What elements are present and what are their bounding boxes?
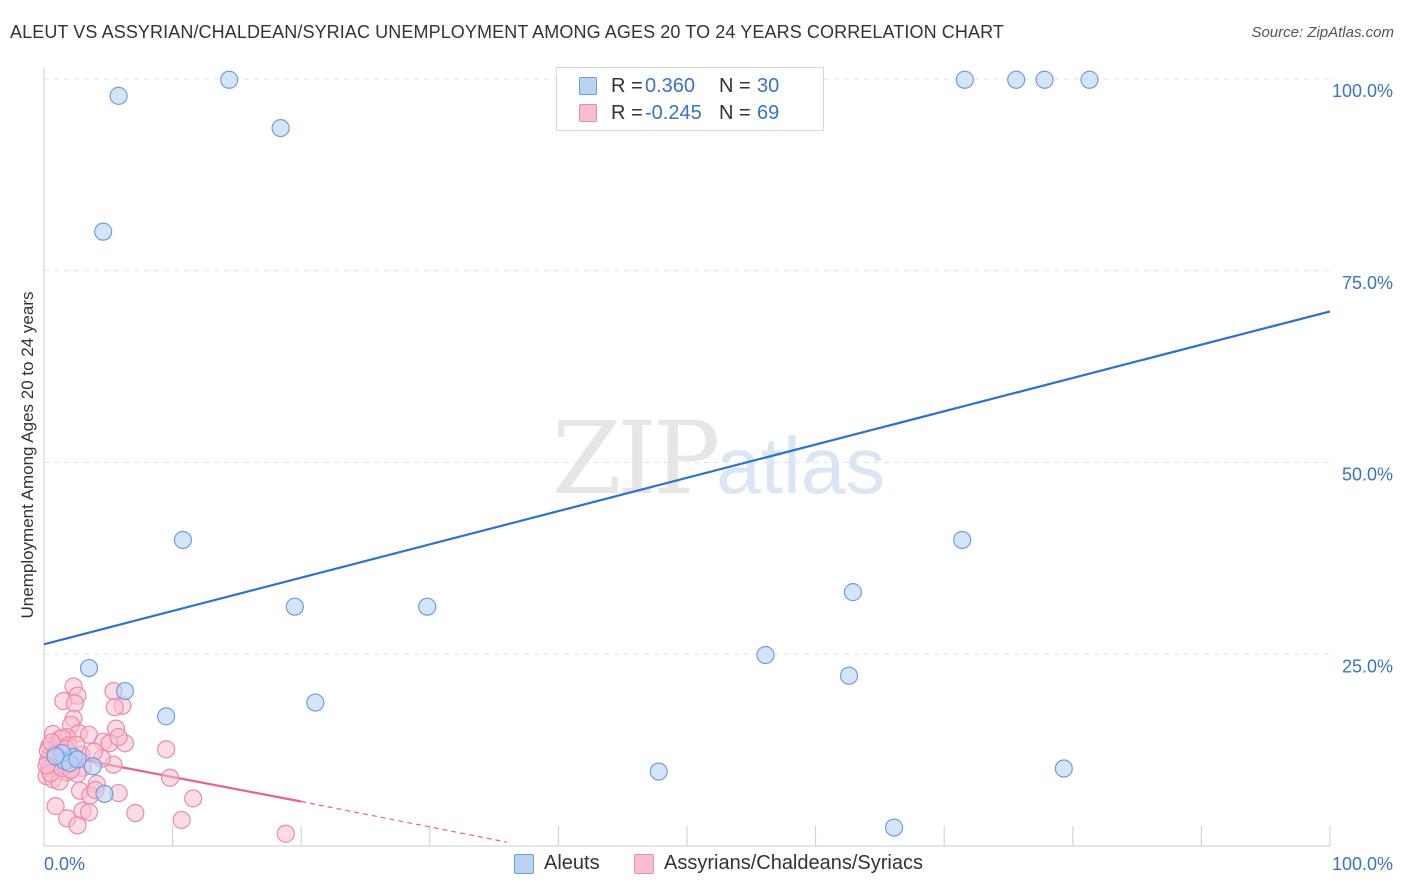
trend-line-aleuts [43,310,1331,646]
point-assyrians-41 [160,768,180,787]
y-axis-label: Unemployment Among Ages 20 to 24 years [18,291,37,619]
point-aleuts-1 [220,70,239,89]
point-aleuts-18 [157,707,176,726]
series-legend: Aleuts Assyrians/Chaldeans/Syriacs [0,852,1406,876]
n-label: N = [719,74,751,97]
point-aleuts-9 [953,530,972,550]
point-assyrians-49 [79,803,99,822]
assyrian-legend-swatch [634,853,654,874]
point-aleuts-17 [306,693,325,712]
legend-item-assyrians[interactable]: Assyrians/Chaldeans/Syriacs [634,852,923,875]
correlation-legend: R = 0.360 N = 30 R = -0.245 N = 69 [556,67,824,131]
point-aleuts-29 [46,747,65,766]
r-value: 0.360 [645,74,696,97]
y-tick-label-3: 100.0% [1332,81,1393,101]
aleut-legend-swatch [514,853,534,874]
assyrian-swatch [579,104,597,122]
point-aleuts-19 [649,762,668,781]
r-label: R = [611,101,643,124]
trend-line-assyrians-extension [301,800,508,843]
chart-title: ALEUT VS ASSYRIAN/CHALDEAN/SYRIAC UNEMPL… [10,22,1004,42]
point-aleuts-21 [884,818,904,837]
y-tick-label-1: 50.0% [1342,465,1393,485]
source-label[interactable]: Source: ZipAtlas.com [1251,24,1394,41]
legend-row-aleuts: R = 0.360 N = 30 [579,72,779,100]
legend-row-assyrians: R = -0.245 N = 69 [579,99,779,127]
y-tick-label-0: 25.0% [1342,656,1393,676]
point-assyrians-19 [157,740,176,759]
n-value: 69 [757,101,780,124]
point-assyrians-52 [68,816,87,835]
aleut-swatch [579,77,597,95]
x-tick-label-0: 0.0% [44,854,85,874]
point-aleuts-8 [173,530,192,550]
point-assyrians-50 [126,803,145,823]
trend-lines [43,310,1331,843]
point-aleuts-3 [94,222,113,241]
point-aleuts-13 [756,645,775,665]
legend-label-assyrians: Assyrians/Chaldeans/Syriacs [664,852,923,874]
legend-item-aleuts[interactable]: Aleuts [514,852,600,875]
point-aleuts-11 [418,597,437,616]
r-value: -0.245 [645,101,702,124]
watermark: ZIPatlas [552,400,885,517]
n-value: 30 [757,74,780,97]
point-aleuts-6 [1035,70,1054,89]
point-assyrians-53 [172,810,191,830]
point-aleuts-12 [843,583,862,602]
point-assyrians-47 [46,797,65,816]
n-label: N = [719,101,751,124]
tick-labels: 25.0% 50.0% 75.0% 100.0% 0.0% 100.0% [44,81,1393,874]
point-aleuts-24 [83,757,102,776]
point-aleuts-20 [1054,759,1073,778]
point-assyrians-54 [276,824,295,843]
point-aleuts-5 [1007,70,1026,89]
legend-label-aleuts: Aleuts [544,852,600,874]
point-aleuts-28 [68,750,87,769]
point-aleuts-14 [839,666,859,685]
point-aleuts-10 [285,597,304,616]
point-assyrians-18 [109,727,128,747]
axes [43,68,1331,847]
data-points [37,70,1099,843]
point-assyrians-46 [184,789,203,808]
r-label: R = [611,74,643,97]
watermark-atlas: atlas [716,421,886,510]
point-aleuts-15 [79,658,99,678]
point-aleuts-2 [271,118,290,138]
y-tick-label-2: 75.0% [1342,273,1393,293]
point-assyrians-6 [105,698,124,717]
point-aleuts-25 [95,784,114,803]
x-tick-label-1: 100.0% [1332,854,1393,874]
grid-lines [44,78,1330,655]
point-aleuts-0 [109,86,128,105]
point-aleuts-4 [955,70,974,89]
point-aleuts-7 [1080,70,1099,89]
point-aleuts-16 [115,681,135,701]
watermark-zip: ZIP [552,400,720,517]
point-assyrians-3 [65,694,84,713]
